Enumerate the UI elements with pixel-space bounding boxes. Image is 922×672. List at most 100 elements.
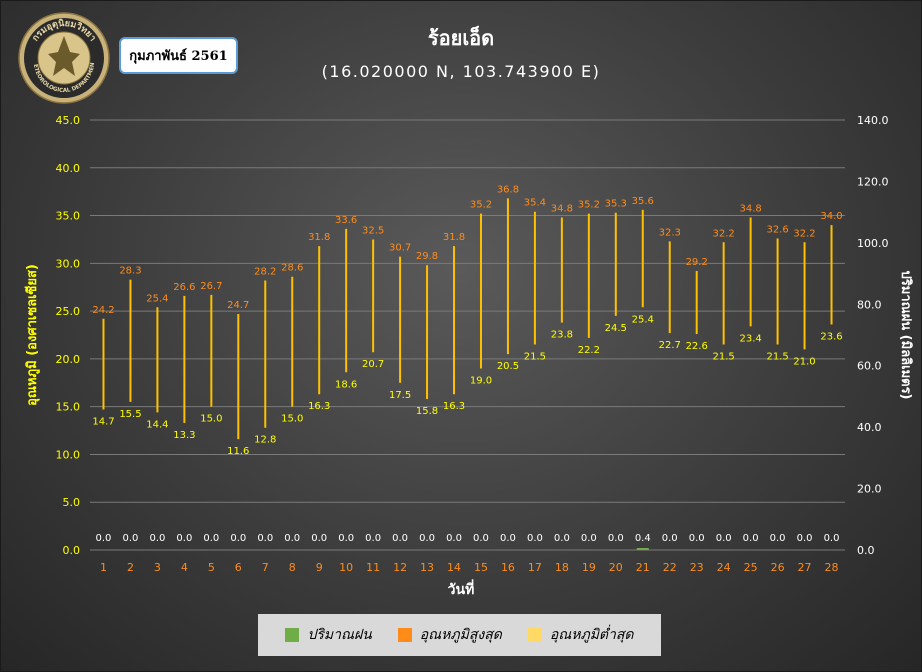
x-tick-label: 5: [208, 561, 215, 574]
y-left-tick-label: 35.0: [56, 210, 81, 223]
legend-swatch-rain: [285, 628, 300, 642]
x-tick-label: 4: [181, 561, 188, 574]
min-temp-label: 21.5: [713, 352, 735, 363]
y-right-tick-label: 120.0: [857, 175, 889, 188]
x-tick-label: 20: [609, 561, 623, 574]
y-right-tick-label: 0.0: [857, 544, 875, 557]
x-tick-label: 6: [235, 561, 242, 574]
x-tick-label: 17: [528, 561, 542, 574]
rain-label: 0.0: [797, 533, 813, 544]
rain-label: 0.0: [284, 533, 300, 544]
y-left-tick-label: 25.0: [56, 305, 81, 318]
rain-label: 0.0: [824, 533, 840, 544]
rain-label: 0.0: [338, 533, 354, 544]
min-temp-label: 25.4: [632, 314, 654, 325]
rain-label: 0.0: [96, 533, 112, 544]
x-tick-label: 1: [100, 561, 107, 574]
y-right-tick-label: 40.0: [857, 421, 882, 434]
legend-item-rain: ปริมาณฝน: [285, 624, 372, 646]
rain-label: 0.0: [230, 533, 246, 544]
y-left-tick-label: 0.0: [63, 544, 81, 557]
x-tick-label: 13: [420, 561, 434, 574]
x-tick-label: 26: [771, 561, 785, 574]
min-temp-label: 18.6: [335, 379, 357, 390]
min-temp-label: 20.5: [497, 361, 519, 372]
max-temp-label: 35.2: [578, 200, 600, 211]
max-temp-label: 29.8: [416, 251, 438, 262]
legend-label-rain: ปริมาณฝน: [307, 627, 372, 643]
rain-label: 0.0: [581, 533, 597, 544]
x-tick-label: 3: [154, 561, 161, 574]
rain-label: 0.0: [716, 533, 732, 544]
min-temp-label: 19.0: [470, 375, 492, 386]
x-tick-label: 7: [262, 561, 269, 574]
max-temp-label: 35.2: [470, 200, 492, 211]
max-temp-label: 25.4: [146, 293, 168, 304]
x-tick-label: 15: [474, 561, 488, 574]
max-temp-label: 33.6: [335, 215, 357, 226]
min-temp-label: 22.2: [578, 345, 600, 356]
min-temp-label: 11.6: [227, 446, 249, 457]
legend-label-max-temp: อุณหภูมิสูงสุด: [419, 627, 502, 643]
rain-label: 0.0: [365, 533, 381, 544]
max-temp-label: 34.8: [739, 203, 761, 214]
max-temp-label: 31.8: [443, 232, 465, 243]
x-tick-label: 11: [366, 561, 380, 574]
x-tick-label: 19: [582, 561, 596, 574]
y-right-tick-label: 20.0: [857, 483, 882, 496]
rain-label: 0.0: [203, 533, 219, 544]
x-tick-label: 25: [744, 561, 758, 574]
min-temp-label: 22.6: [686, 341, 708, 352]
min-temp-label: 20.7: [362, 359, 384, 370]
min-temp-label: 14.7: [92, 417, 114, 428]
y-left-tick-label: 15.0: [56, 401, 81, 414]
max-temp-label: 28.3: [119, 266, 141, 277]
max-temp-label: 35.4: [524, 198, 546, 209]
x-tick-label: 21: [636, 561, 650, 574]
x-tick-label: 10: [339, 561, 353, 574]
meteorological-department-logo: กรมอุตุนิยมวิทยา METEOROLOGICAL DEPARTME…: [18, 12, 110, 104]
y-left-tick-label: 5.0: [63, 496, 81, 509]
chart-subtitle: (16.020000 N, 103.743900 E): [321, 62, 601, 81]
min-temp-label: 13.3: [173, 430, 195, 441]
max-temp-label: 32.2: [793, 228, 815, 239]
legend-item-max-temp: อุณหภูมิสูงสุด: [397, 624, 502, 646]
rain-label: 0.0: [554, 533, 570, 544]
y-left-tick-label: 10.0: [56, 448, 81, 461]
max-temp-label: 24.7: [227, 300, 249, 311]
rain-label: 0.0: [257, 533, 273, 544]
rain-bar: [636, 548, 649, 550]
y-right-tick-label: 80.0: [857, 298, 882, 311]
x-tick-label: 27: [798, 561, 812, 574]
min-temp-label: 12.8: [254, 435, 276, 446]
max-temp-label: 29.2: [686, 257, 708, 268]
rain-label: 0.0: [149, 533, 165, 544]
chart-title: ร้อยเอ็ด: [427, 26, 495, 50]
x-tick-label: 8: [289, 561, 296, 574]
min-temp-label: 15.5: [119, 409, 141, 420]
min-temp-label: 24.5: [605, 323, 627, 334]
legend-label-min-temp: อุณหภูมิต่ำสุด: [549, 627, 634, 643]
x-tick-label: 12: [393, 561, 407, 574]
min-temp-label: 16.3: [443, 401, 465, 412]
y-left-tick-label: 40.0: [56, 162, 81, 175]
rain-label: 0.0: [662, 533, 678, 544]
max-temp-label: 36.8: [497, 184, 519, 195]
rain-label: 0.0: [608, 533, 624, 544]
y-left-tick-label: 20.0: [56, 353, 81, 366]
min-temp-label: 23.4: [739, 333, 761, 344]
legend-swatch-min-temp: [527, 628, 542, 642]
rain-label: 0.0: [311, 533, 327, 544]
x-tick-label: 24: [717, 561, 731, 574]
y-right-tick-label: 140.0: [857, 114, 889, 127]
max-temp-label: 35.3: [605, 199, 627, 210]
rain-label: 0.0: [770, 533, 786, 544]
max-temp-label: 26.7: [200, 281, 222, 292]
x-tick-label: 14: [447, 561, 461, 574]
rain-label: 0.0: [743, 533, 759, 544]
rain-label: 0.0: [392, 533, 408, 544]
y-right-tick-label: 60.0: [857, 360, 882, 373]
y-left-tick-label: 45.0: [56, 114, 81, 127]
max-temp-label: 28.6: [281, 263, 303, 274]
x-tick-label: 9: [316, 561, 323, 574]
